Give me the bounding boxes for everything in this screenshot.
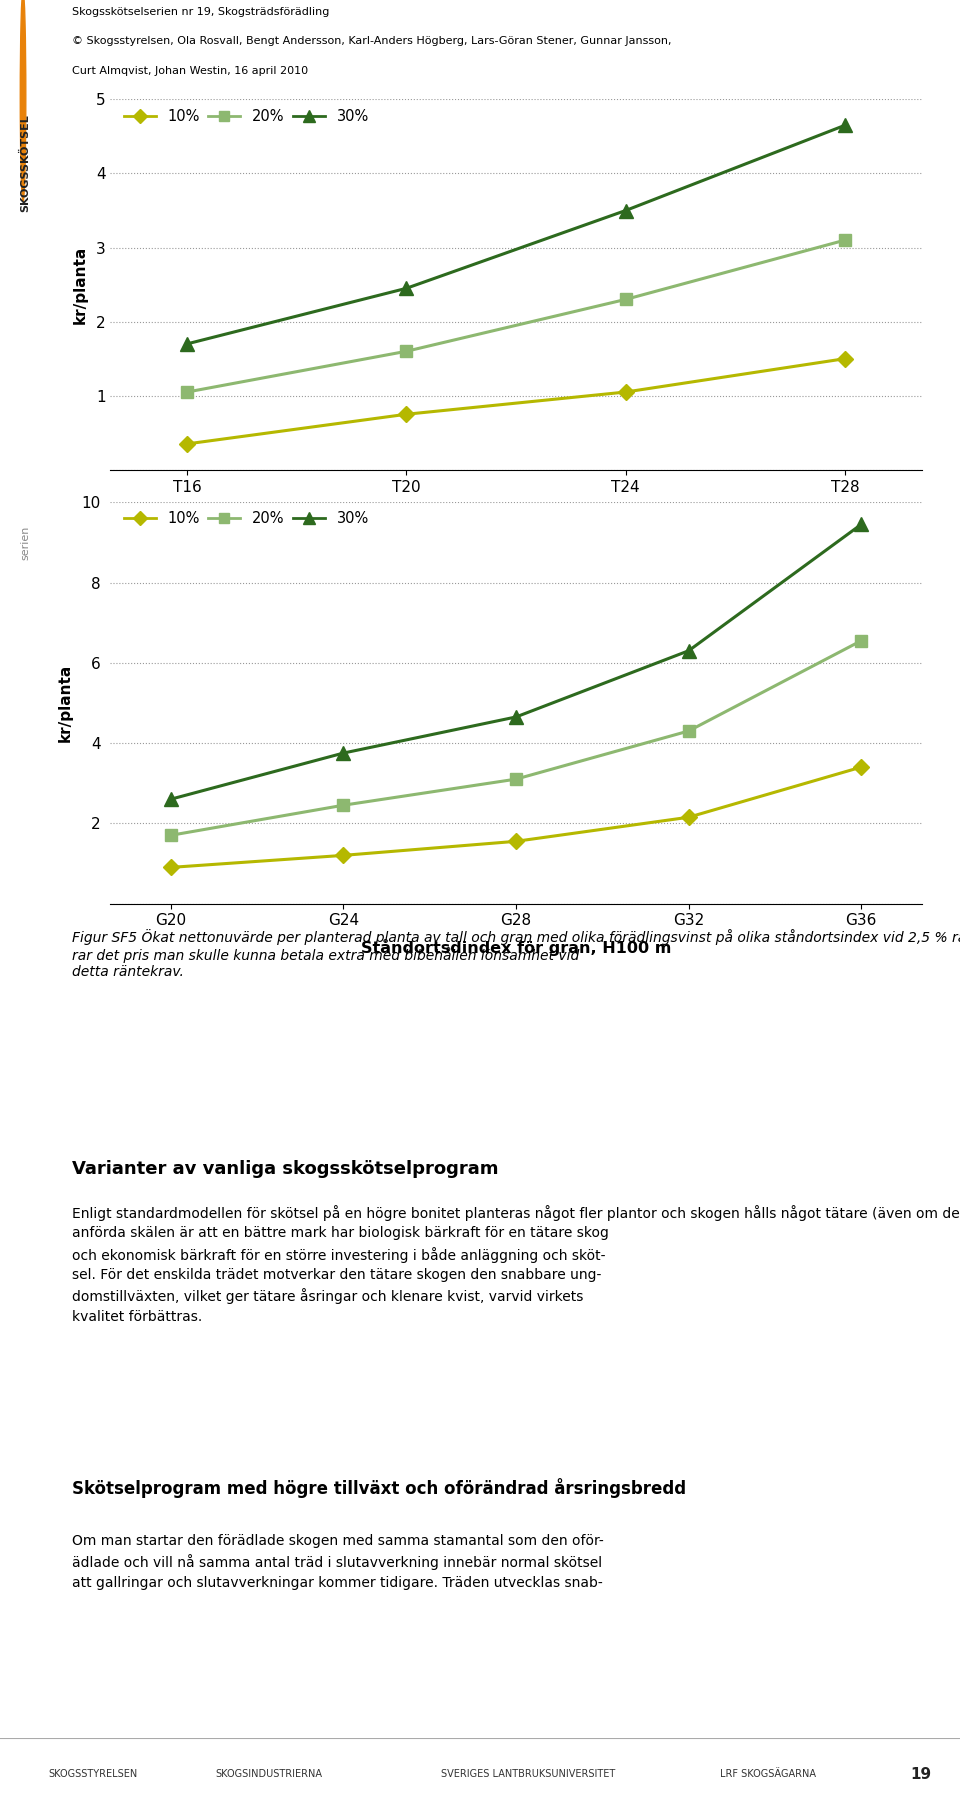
Text: SVERIGES LANTBRUKSUNIVERSITET: SVERIGES LANTBRUKSUNIVERSITET bbox=[441, 1769, 615, 1780]
Text: © Skogsstyrelsen, Ola Rosvall, Bengt Andersson, Karl-Anders Högberg, Lars-Göran : © Skogsstyrelsen, Ola Rosvall, Bengt And… bbox=[72, 36, 671, 45]
Y-axis label: kr/planta: kr/planta bbox=[72, 246, 87, 323]
Text: serien: serien bbox=[20, 526, 31, 560]
Text: Enligt standardmodellen för skötsel på en högre bonitet planteras något fler pla: Enligt standardmodellen för skötsel på e… bbox=[72, 1205, 960, 1325]
Text: SKOGSINDUSTRIERNA: SKOGSINDUSTRIERNA bbox=[215, 1769, 323, 1780]
Text: Skogsskötselserien nr 19, Skogsträdsförädling: Skogsskötselserien nr 19, Skogsträdsförä… bbox=[72, 7, 329, 18]
Text: SKOGSSTYRELSEN: SKOGSSTYRELSEN bbox=[48, 1769, 137, 1780]
Text: LRF SKOGSÄGARNA: LRF SKOGSÄGARNA bbox=[720, 1769, 816, 1780]
Text: Figur SF5 Ökat nettonuvärde per planterad planta av tall och gran med olika förä: Figur SF5 Ökat nettonuvärde per plantera… bbox=[72, 929, 960, 979]
X-axis label: Ståndortsdindex för gran, H100 m: Ståndortsdindex för gran, H100 m bbox=[361, 940, 671, 956]
Text: Skötselprogram med högre tillväxt och oförändrad årsringsbredd: Skötselprogram med högre tillväxt och of… bbox=[72, 1478, 686, 1498]
Text: Varianter av vanliga skogsskötselprogram: Varianter av vanliga skogsskötselprogram bbox=[72, 1160, 498, 1178]
Text: Om man startar den förädlade skogen med samma stamantal som den oför-
ädlade och: Om man startar den förädlade skogen med … bbox=[72, 1534, 604, 1590]
Text: SKOGSSKÖTSEL: SKOGSSKÖTSEL bbox=[20, 114, 31, 211]
Text: Curt Almqvist, Johan Westin, 16 april 2010: Curt Almqvist, Johan Westin, 16 april 20… bbox=[72, 65, 308, 76]
Y-axis label: kr/planta: kr/planta bbox=[59, 663, 73, 743]
Legend: 10%, 20%, 30%: 10%, 20%, 30% bbox=[118, 103, 375, 130]
X-axis label: Ståndortsindex för tall, H100: Ståndortsindex för tall, H100 bbox=[384, 506, 648, 522]
Circle shape bbox=[20, 0, 26, 202]
Text: 19: 19 bbox=[910, 1767, 931, 1782]
Legend: 10%, 20%, 30%: 10%, 20%, 30% bbox=[118, 506, 375, 533]
